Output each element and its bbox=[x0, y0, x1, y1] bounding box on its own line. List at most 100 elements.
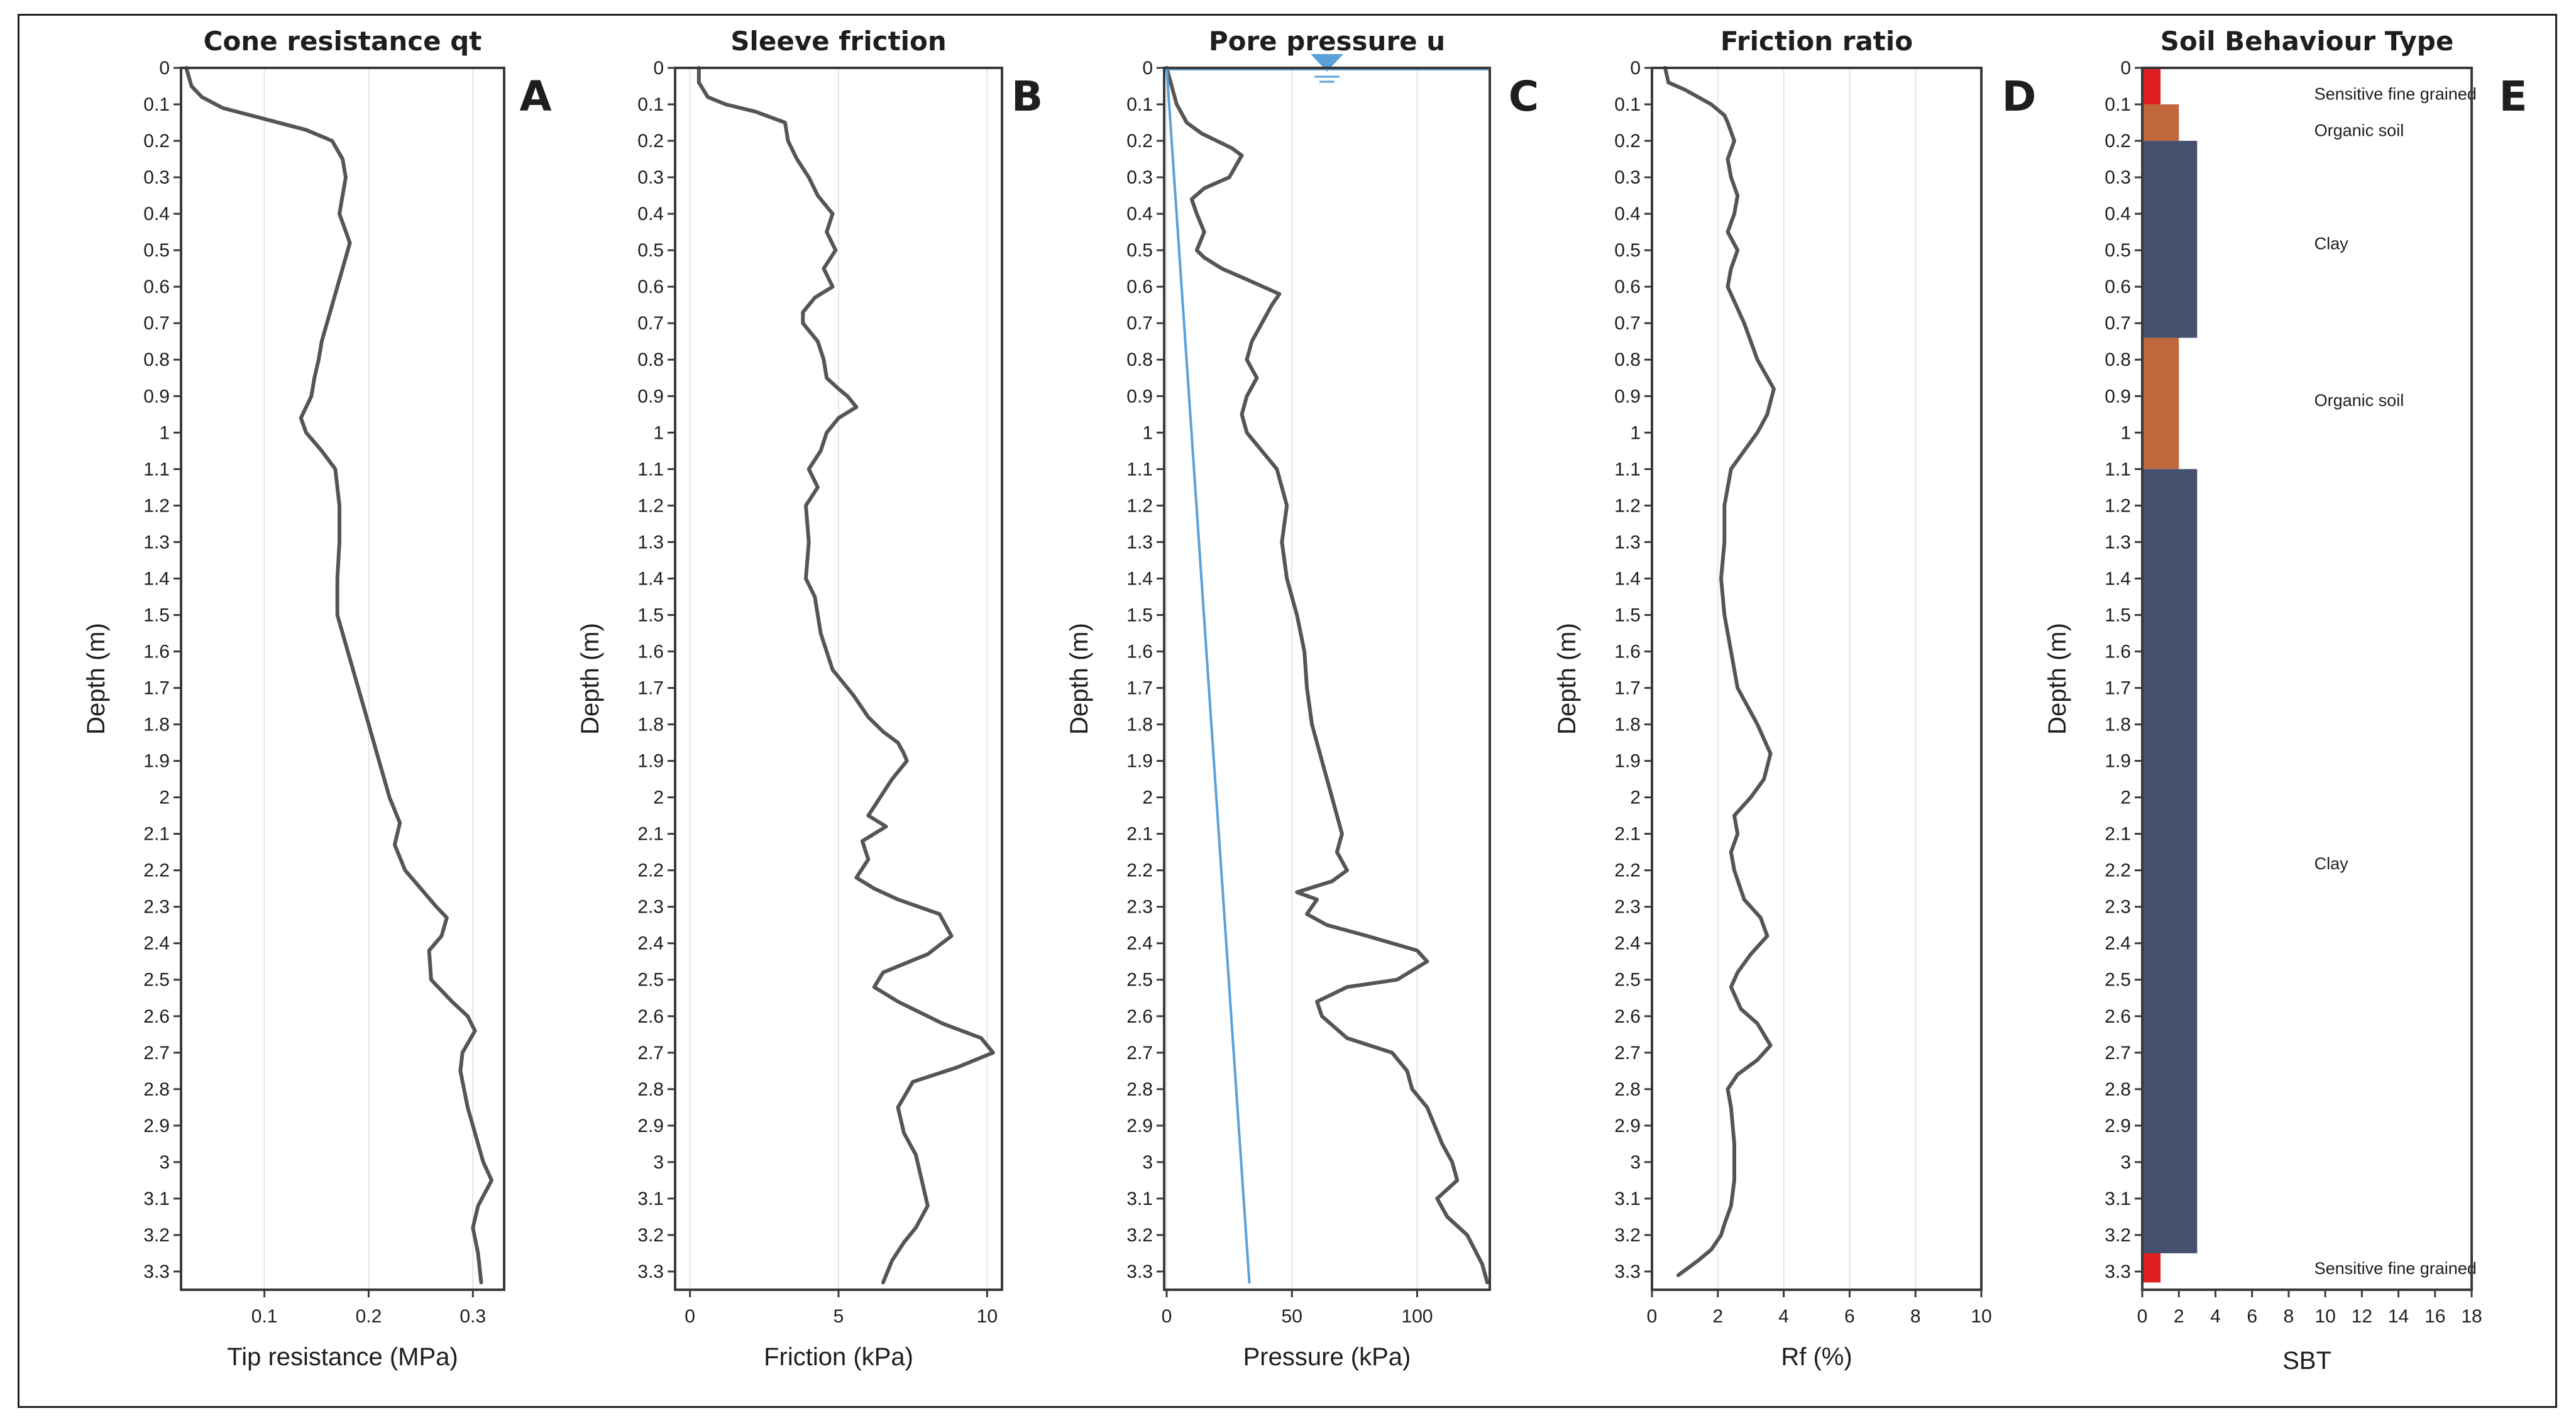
panel-a-y-tick-label-8: 0.8 bbox=[143, 349, 170, 370]
panel-e-plot-area: 0 0.1 0.2 0.3 0.4 0.5 0.6 0.7 0.8 0.9 1 1.1 1.2 1.3 1.… bbox=[2105, 58, 2482, 1327]
panel-a-y-axis-title: Depth (m) bbox=[82, 623, 110, 735]
panel-b-y-tick-label-31: 3.1 bbox=[637, 1189, 664, 1209]
panel-e-title: Soil Behaviour Type bbox=[2160, 26, 2454, 57]
panel-d-title: Friction ratio bbox=[1720, 26, 1913, 57]
panel-e-x-axis-title: SBT bbox=[2282, 1347, 2331, 1375]
panel-b-y-tick-label-9: 0.9 bbox=[637, 386, 664, 407]
panel-e-y-tick-label-32: 3.2 bbox=[2105, 1225, 2131, 1246]
sbt-layer-label-4: Clay bbox=[2315, 854, 2349, 873]
panel-d-y-tick-label-15: 1.5 bbox=[1614, 605, 1641, 625]
panel-d-y-tick-label-12: 1.2 bbox=[1614, 495, 1641, 516]
panel-e-y-tick-label-2: 0.2 bbox=[2105, 131, 2131, 151]
panel-b-y-tick-label-29: 2.9 bbox=[637, 1116, 664, 1136]
panel-e-y-tick-label-5: 0.5 bbox=[2105, 240, 2131, 261]
panel-c-grid bbox=[1165, 68, 1418, 1290]
panel-e-x-tick-label-8: 16 bbox=[2425, 1306, 2445, 1327]
panel-c-y-tick-label-29: 2.9 bbox=[1126, 1116, 1153, 1136]
panel-e-y-tick-label-4: 0.4 bbox=[2105, 204, 2131, 224]
panel-c-y-tick-label-30: 3 bbox=[1142, 1152, 1153, 1173]
panel-c-y-tick-label-27: 2.7 bbox=[1126, 1043, 1153, 1063]
panel-e-y-tick-label-22: 2.2 bbox=[2105, 860, 2131, 881]
panel-a-y-tick-label-7: 0.7 bbox=[143, 313, 170, 334]
sbt-layer-bar-3 bbox=[2142, 338, 2179, 470]
panel-d-x-tick-label-3: 6 bbox=[1844, 1306, 1855, 1327]
panel-c-x-axis-title: Pressure (kPa) bbox=[1243, 1343, 1411, 1371]
panel-d-y-tick-label-22: 2.2 bbox=[1614, 860, 1641, 881]
panel-d-x-tick-label-4: 8 bbox=[1910, 1306, 1921, 1327]
panel-a-y-tick-label-17: 1.7 bbox=[143, 678, 170, 699]
panel-c-y-tick-label-13: 1.3 bbox=[1126, 532, 1153, 552]
panel-e-y-tick-label-10: 1 bbox=[2120, 422, 2131, 443]
panel-e-y-tick-label-0: 0 bbox=[2120, 58, 2131, 79]
panel-b-y-tick-label-0: 0 bbox=[653, 58, 664, 79]
panel-e-y-tick-label-29: 2.9 bbox=[2105, 1116, 2131, 1136]
panel-b-y-tick-label-26: 2.6 bbox=[637, 1006, 664, 1027]
panel-d-y-tick-label-30: 3 bbox=[1630, 1152, 1641, 1173]
panel-c-title: Pore pressure u bbox=[1209, 26, 1445, 57]
sbt-layer-label-2: Clay bbox=[2315, 234, 2349, 253]
panel-d-y-tick-label-0: 0 bbox=[1630, 58, 1641, 79]
panel-b-y-tick-label-6: 0.6 bbox=[637, 277, 664, 297]
panel-b-y-tick-label-10: 1 bbox=[653, 422, 664, 443]
panel-e-x-tick-label-7: 14 bbox=[2388, 1306, 2409, 1327]
panel-d: 0 0.1 0.2 0.3 0.4 0.5 0.6 0.7 0.8 0.9 1 1.1 1.2 1.3 1.… bbox=[1553, 26, 2036, 1371]
panel-b: 0 0.1 0.2 0.3 0.4 0.5 0.6 0.7 0.8 0.9 1 1.1 1.2 1.3 1.… bbox=[576, 26, 1043, 1371]
panel-d-y-tick-label-17: 1.7 bbox=[1614, 678, 1641, 699]
panel-e-y-tick-label-12: 1.2 bbox=[2105, 495, 2131, 516]
panel-b-series-0 bbox=[696, 66, 995, 1285]
panel-b-y-tick-label-19: 1.9 bbox=[637, 751, 664, 772]
panel-c-y-tick-label-1: 0.1 bbox=[1126, 94, 1153, 115]
panel-a-y-tick-label-5: 0.5 bbox=[143, 240, 170, 261]
panel-a-y-tick-label-10: 1 bbox=[159, 422, 170, 443]
panel-d-y-tick-label-24: 2.4 bbox=[1614, 933, 1641, 954]
panel-b-y-axis-title: Depth (m) bbox=[576, 623, 604, 735]
panel-a-y-tick-label-22: 2.2 bbox=[143, 860, 170, 881]
panel-c-y-tick-label-18: 1.8 bbox=[1126, 715, 1153, 735]
panel-d-y-tick-label-19: 1.9 bbox=[1614, 751, 1641, 772]
panel-d-x-tick-label-1: 2 bbox=[1712, 1306, 1723, 1327]
panel-b-y-tick-label-8: 0.8 bbox=[637, 349, 664, 370]
panel-a-plot-frame bbox=[180, 67, 505, 1291]
sbt-layer-bar-2 bbox=[2142, 141, 2198, 338]
panel-b-y-tick-label-1: 0.1 bbox=[637, 94, 664, 115]
panel-d-y-tick-label-32: 3.2 bbox=[1614, 1225, 1641, 1246]
panel-c-y-tick-label-19: 1.9 bbox=[1126, 751, 1153, 772]
panel-b-y-tick-label-15: 1.5 bbox=[637, 605, 664, 625]
panel-d-y-tick-label-16: 1.6 bbox=[1614, 641, 1641, 662]
panel-c-y-tick-label-21: 2.1 bbox=[1126, 824, 1153, 845]
sbt-layer-label-0: Sensitive fine grained bbox=[2315, 85, 2477, 104]
panel-e-y-tick-label-24: 2.4 bbox=[2105, 933, 2131, 954]
panel-a-y-tick-label-31: 3.1 bbox=[143, 1189, 170, 1209]
panel-e-y-tick-label-26: 2.6 bbox=[2105, 1006, 2131, 1027]
panel-b-y-tick-label-5: 0.5 bbox=[637, 240, 664, 261]
panel-e-y-tick-label-28: 2.8 bbox=[2105, 1079, 2131, 1100]
panel-d-y-tick-label-8: 0.8 bbox=[1614, 349, 1641, 370]
panel-c-y-tick-label-4: 0.4 bbox=[1126, 204, 1153, 224]
panel-e-x-tick-label-6: 12 bbox=[2352, 1306, 2372, 1327]
panel-a-y-tick-label-20: 2 bbox=[159, 788, 170, 808]
panel-b-y-tick-label-23: 2.3 bbox=[637, 897, 664, 918]
panel-e-y-tick-label-23: 2.3 bbox=[2105, 897, 2131, 918]
panel-d-x-tick-label-0: 0 bbox=[1647, 1306, 1658, 1327]
panel-e-x-tick-label-4: 8 bbox=[2284, 1306, 2294, 1327]
panel-a-y-tick-label-4: 0.4 bbox=[143, 204, 170, 224]
panel-d-y-tick-label-1: 0.1 bbox=[1614, 94, 1641, 115]
panel-a-x-tick-label-1: 0.2 bbox=[356, 1306, 382, 1327]
panel-d-y-tick-label-5: 0.5 bbox=[1614, 240, 1641, 261]
panel-a-y-tick-label-24: 2.4 bbox=[143, 933, 170, 954]
panel-c-y-tick-label-28: 2.8 bbox=[1126, 1079, 1153, 1100]
panel-c-y-tick-label-14: 1.4 bbox=[1126, 568, 1153, 589]
panel-d-x-axis-title: Rf (%) bbox=[1781, 1343, 1852, 1371]
panel-d-y-tick-label-13: 1.3 bbox=[1614, 532, 1641, 552]
panel-e-y-tick-label-3: 0.3 bbox=[2105, 167, 2131, 188]
panel-b-x-axis-title: Friction (kPa) bbox=[764, 1343, 913, 1371]
panel-a-y-tick-label-28: 2.8 bbox=[143, 1079, 170, 1100]
panel-a-y-tick-label-19: 1.9 bbox=[143, 751, 170, 772]
panel-a-y-tick-label-26: 2.6 bbox=[143, 1006, 170, 1027]
panel-d-x-tick-label-2: 4 bbox=[1778, 1306, 1789, 1327]
panel-b-y-tick-label-24: 2.4 bbox=[637, 933, 664, 954]
panel-b-y-tick-label-11: 1.1 bbox=[637, 459, 664, 480]
panel-b-y-tick-label-12: 1.2 bbox=[637, 495, 664, 516]
panel-c-y-tick-label-23: 2.3 bbox=[1126, 897, 1153, 918]
panel-b-y-tick-label-22: 2.2 bbox=[637, 860, 664, 881]
